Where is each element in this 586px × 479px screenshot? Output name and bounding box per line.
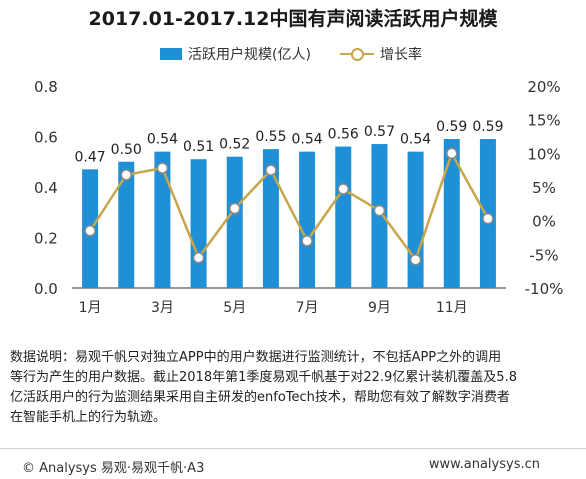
bar [443, 139, 460, 288]
footnote-line-1: 数据说明：易观千帆只对独立APP中的用户数据进行监测统计，不包括APP之外的调用 [10, 350, 502, 365]
legend-label-growth-rate: 增长率 [380, 47, 422, 63]
legend-item-growth-rate: 增长率 [340, 44, 422, 64]
x-tick-label: 1月 [79, 300, 102, 316]
legend-line-swatch [340, 48, 374, 61]
growth-rate-point [192, 251, 205, 264]
growth-rate-point [301, 235, 313, 247]
growth-rate-point [337, 183, 349, 195]
bar-data-label: 0.54 [147, 132, 178, 148]
footnote-line-2: 等行为产生的用户数据。截止2018年第1季度易观千帆基于对22.9亿累计装机覆盖… [10, 370, 517, 385]
footnote: 数据说明：易观千帆只对独立APP中的用户数据进行监测统计，不包括APP之外的调用… [10, 348, 576, 428]
x-tick-label: 7月 [296, 300, 319, 316]
y-right-tick-label: 20% [527, 78, 560, 96]
bar-data-label: 0.59 [436, 119, 467, 135]
x-tick-label: 11月 [436, 300, 468, 316]
legend-item-active-users: 活跃用户规模(亿人) [160, 44, 311, 64]
bar-data-label: 0.47 [74, 149, 105, 165]
footer-website: www.analysys.cn [428, 457, 540, 472]
bar [335, 146, 352, 288]
growth-rate-point [482, 212, 494, 225]
legend-label-active-users: 活跃用户规模(亿人) [188, 47, 311, 63]
legend: 活跃用户规模(亿人) 增长率 [0, 44, 586, 64]
y-right-tick-label: 10% [527, 145, 560, 163]
bar-data-label: 0.56 [328, 127, 359, 143]
bar [190, 159, 207, 288]
bar-data-label: 0.50 [111, 142, 142, 158]
growth-rate-point [409, 253, 422, 266]
growth-rate-point [84, 225, 96, 237]
chart-plot: 0.0 0.2 0.4 0.6 0.8 -10% -5% 0% 5% 10% 15% 20% 0.47 1… [34, 78, 564, 316]
footer-copyright: © Analysys 易观·易观千帆·A3 [22, 461, 205, 476]
bar-data-label: 0.59 [472, 119, 503, 135]
y-right-tick-label: -10% [525, 280, 564, 298]
growth-rate-point [446, 147, 458, 160]
bar [262, 149, 279, 288]
chart-title: 2017.01-2017.12中国有声阅读活跃用户规模 [88, 8, 498, 30]
x-tick-label: 5月 [223, 300, 246, 316]
y-left-tick-label: 0.8 [34, 78, 58, 96]
y-left-tick-label: 0.4 [34, 179, 58, 197]
footnote-line-3: 亿活跃用户的行为监测结果采用自主研发的enfoTech技术，帮助您有效了解数字消… [10, 390, 510, 405]
y-right-tick-label: -5% [529, 246, 558, 264]
y-left-tick-label: 0.6 [34, 129, 58, 147]
y-left-tick-label: 0.2 [34, 230, 58, 248]
growth-rate-line [89, 152, 490, 261]
y-right-tick-label: 15% [527, 112, 560, 130]
bar [226, 156, 243, 288]
growth-rate-point [156, 162, 169, 174]
footnote-line-4: 在智能手机上的行为轨迹。 [10, 410, 167, 425]
bar-data-label: 0.54 [291, 132, 322, 148]
bar [299, 151, 316, 288]
y-right-tick-label: 0% [532, 213, 556, 231]
bar-data-label: 0.54 [400, 132, 431, 148]
legend-bar-swatch [160, 48, 182, 60]
growth-rate-point [265, 164, 277, 176]
y-left-tick-label: 0.0 [34, 280, 58, 298]
y-right-tick-label: 5% [532, 179, 556, 197]
bar [407, 151, 424, 288]
x-tick-label: 3月 [151, 300, 174, 316]
footer: © Analysys 易观·易观千帆·A3 www.analysys.cn [0, 448, 586, 479]
x-tick-label: 9月 [368, 300, 391, 316]
bar [154, 151, 171, 288]
bar-data-label: 0.55 [255, 129, 286, 145]
bar-data-label: 0.57 [364, 124, 395, 140]
bar [118, 161, 135, 288]
growth-rate-point [373, 204, 386, 217]
bar-data-label: 0.51 [183, 139, 214, 155]
growth-rate-point [229, 202, 241, 215]
bar-data-label: 0.52 [219, 137, 250, 153]
growth-rate-point [120, 169, 132, 181]
